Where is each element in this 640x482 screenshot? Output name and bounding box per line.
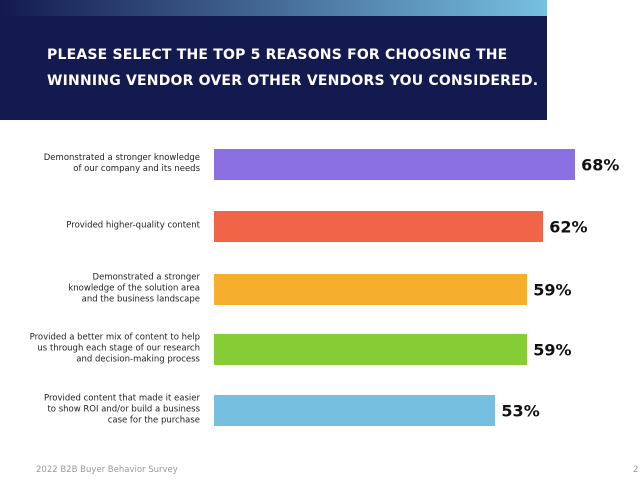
footer-source: 2022 B2B Buyer Behavior Survey: [36, 465, 178, 475]
gradient-strip: [0, 0, 547, 16]
title-line: WINNING VENDOR OVER OTHER VENDORS YOU CO…: [47, 73, 539, 89]
value-label: 68%: [581, 155, 620, 175]
category-label-line: Provided a better mix of content to help: [29, 332, 200, 343]
chart-title: PLEASE SELECT THE TOP 5 REASONS FOR CHOO…: [47, 42, 547, 94]
category-label-line: to show ROI and/or build a business: [47, 404, 200, 415]
bar: [214, 149, 576, 180]
bar: [214, 334, 528, 365]
category-label-line: Provided higher-quality content: [66, 220, 200, 231]
page-number: 2: [633, 465, 639, 475]
category-label-line: Provided content that made it easier: [44, 393, 200, 404]
category-label: Demonstrated a stronger knowledge of the …: [10, 273, 200, 306]
category-label-line: us through each stage of our research: [37, 343, 200, 354]
category-label: Provided a better mix of content to help…: [10, 333, 200, 366]
category-label-line: and decision-making process: [76, 354, 200, 365]
bar: [214, 274, 528, 305]
category-label-line: Demonstrated a stronger: [92, 272, 200, 283]
category-label-line: knowledge of the solution area: [68, 283, 200, 294]
value-label: 53%: [501, 401, 540, 421]
value-label: 62%: [549, 217, 588, 237]
category-label: Provided higher-quality content: [10, 221, 200, 232]
header-banner: [0, 0, 547, 120]
category-label-line: and the business landscape: [81, 294, 200, 305]
title-line: PLEASE SELECT THE TOP 5 REASONS FOR CHOO…: [47, 47, 508, 63]
value-label: 59%: [533, 340, 572, 360]
category-label: Demonstrated a stronger knowledge of our …: [10, 153, 200, 175]
bar: [214, 211, 544, 242]
category-label-line: Demonstrated a stronger knowledge: [43, 153, 200, 163]
bar: [214, 395, 496, 426]
category-label: Provided content that made it easier to s…: [10, 394, 200, 427]
category-label-line: of our company and its needs: [73, 164, 200, 174]
category-label-line: case for the purchase: [107, 415, 200, 426]
value-label: 59%: [533, 280, 572, 300]
